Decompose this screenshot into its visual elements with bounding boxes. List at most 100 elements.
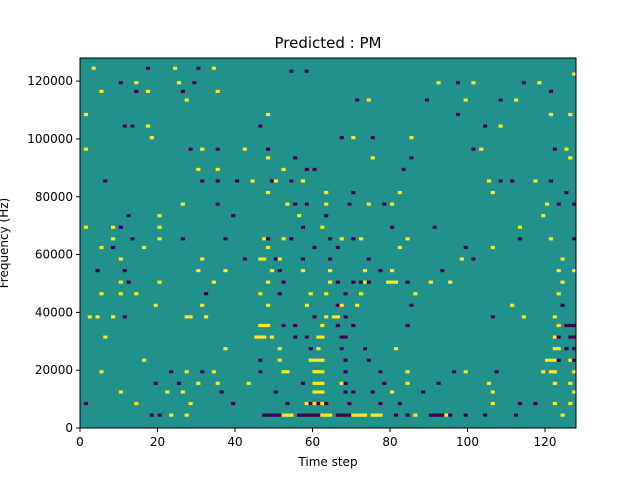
heatmap-cell bbox=[312, 381, 317, 385]
heatmap-cell bbox=[308, 413, 313, 417]
heatmap-cell bbox=[304, 69, 309, 73]
heatmap-cell bbox=[463, 413, 468, 417]
heatmap-cell bbox=[355, 303, 360, 307]
heatmap-cell bbox=[312, 358, 317, 362]
heatmap-cell bbox=[560, 257, 565, 261]
heatmap-cell bbox=[118, 257, 123, 261]
heatmap-cell bbox=[514, 413, 519, 417]
heatmap-cell bbox=[436, 81, 441, 85]
heatmap-cell bbox=[180, 390, 185, 394]
heatmap-cell bbox=[215, 179, 220, 183]
heatmap-cell bbox=[556, 347, 561, 351]
x-tick-label: 120 bbox=[534, 435, 557, 449]
heatmap-cell bbox=[111, 245, 116, 250]
heatmap-cell bbox=[266, 190, 271, 195]
heatmap-cell bbox=[184, 315, 189, 319]
heatmap-cell bbox=[273, 257, 278, 261]
heatmap-cell bbox=[328, 269, 333, 273]
heatmap-cell bbox=[552, 370, 557, 374]
heatmap-cell bbox=[471, 81, 476, 85]
heatmap-cell bbox=[219, 390, 224, 394]
heatmap-cell bbox=[390, 390, 395, 394]
y-tick-label: 20000 bbox=[35, 363, 73, 377]
heatmap-cell bbox=[548, 358, 554, 362]
heatmap-cell bbox=[300, 269, 306, 273]
heatmap-cell bbox=[370, 156, 375, 160]
heatmap-cell bbox=[490, 190, 495, 195]
y-tick-label: 80000 bbox=[35, 190, 73, 204]
heatmap-cell bbox=[335, 323, 340, 328]
heatmap-cell bbox=[324, 214, 329, 218]
heatmap-cell bbox=[370, 413, 375, 417]
heatmap-cell bbox=[188, 147, 193, 151]
heatmap-cell bbox=[521, 315, 526, 319]
heatmap-cell bbox=[378, 413, 383, 417]
heatmap-cell bbox=[269, 179, 275, 183]
heatmap-cell bbox=[250, 179, 255, 183]
heatmap-cell bbox=[568, 112, 573, 117]
heatmap-cell bbox=[308, 358, 313, 362]
heatmap-cell bbox=[548, 179, 554, 183]
heatmap-cell bbox=[564, 147, 569, 151]
heatmap-cell bbox=[258, 257, 263, 261]
heatmap-cell bbox=[173, 66, 178, 70]
heatmap-cell bbox=[99, 245, 104, 250]
heatmap-cell bbox=[258, 335, 263, 339]
heatmap-cell bbox=[413, 292, 418, 296]
heatmap-cell bbox=[390, 280, 395, 284]
heatmap-cell bbox=[552, 335, 557, 339]
heatmap-cell bbox=[378, 269, 383, 273]
heatmap-cell bbox=[405, 381, 410, 385]
heatmap-cell bbox=[572, 323, 577, 328]
heatmap-cell bbox=[196, 381, 201, 385]
heatmap-cell bbox=[320, 390, 325, 394]
heatmap-cell bbox=[324, 413, 329, 417]
heatmap-cell bbox=[266, 237, 271, 241]
heatmap-cell bbox=[328, 413, 333, 417]
heatmap-cell bbox=[490, 245, 495, 250]
heatmap-cell bbox=[204, 315, 209, 319]
heatmap-cell bbox=[572, 269, 577, 273]
heatmap-cell bbox=[490, 390, 495, 394]
x-tick-label: 40 bbox=[227, 435, 242, 449]
heatmap-cell bbox=[300, 179, 306, 183]
heatmap-cell bbox=[347, 413, 352, 417]
heatmap-cell bbox=[118, 225, 123, 229]
heatmap-cell bbox=[122, 269, 127, 273]
heatmap-cell bbox=[483, 124, 488, 128]
heatmap-cell bbox=[405, 280, 410, 284]
heatmap-cell bbox=[390, 269, 395, 273]
heatmap-cell bbox=[347, 202, 352, 206]
heatmap-cell bbox=[149, 413, 154, 417]
heatmap-cell bbox=[118, 280, 123, 284]
heatmap-cell bbox=[359, 292, 364, 296]
heatmap-cell bbox=[285, 370, 290, 374]
heatmap-cell bbox=[312, 370, 317, 374]
heatmap-cell bbox=[324, 190, 329, 195]
heatmap-cell bbox=[351, 190, 356, 195]
heatmap-cell bbox=[339, 381, 344, 385]
heatmap-cell bbox=[335, 280, 340, 284]
heatmap-cell bbox=[320, 358, 325, 362]
heatmap-cell bbox=[366, 257, 371, 261]
heatmap-cell bbox=[560, 303, 565, 307]
heatmap-cell bbox=[490, 401, 495, 406]
heatmap-cell bbox=[343, 292, 348, 296]
heatmap-cell bbox=[118, 81, 123, 85]
heatmap-cell bbox=[200, 303, 205, 307]
heatmap-cell bbox=[424, 98, 430, 102]
heatmap-cell bbox=[308, 401, 313, 406]
heatmap-cell bbox=[316, 381, 321, 385]
heatmap-cell bbox=[498, 179, 503, 183]
heatmap-cell bbox=[289, 413, 294, 417]
heatmap-cell bbox=[448, 413, 453, 417]
heatmap-cell bbox=[572, 202, 577, 206]
heatmap-cell bbox=[157, 413, 162, 417]
heatmap-cell bbox=[452, 370, 457, 374]
heatmap-cell bbox=[157, 280, 162, 284]
heatmap-cell bbox=[99, 292, 104, 296]
heatmap-cell bbox=[273, 413, 278, 417]
heatmap-cell bbox=[211, 280, 216, 284]
heatmap-cell bbox=[262, 237, 267, 241]
